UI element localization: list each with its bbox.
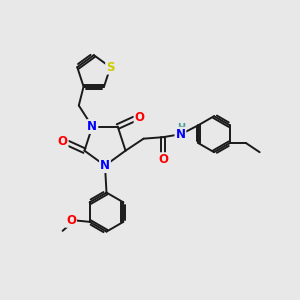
Text: O: O	[58, 135, 68, 148]
Text: N: N	[87, 120, 97, 133]
Text: H: H	[177, 123, 185, 133]
Text: O: O	[66, 214, 76, 227]
Text: N: N	[100, 159, 110, 172]
Text: O: O	[158, 153, 168, 166]
Text: N: N	[176, 128, 185, 141]
Text: S: S	[106, 61, 115, 74]
Text: O: O	[135, 111, 145, 124]
